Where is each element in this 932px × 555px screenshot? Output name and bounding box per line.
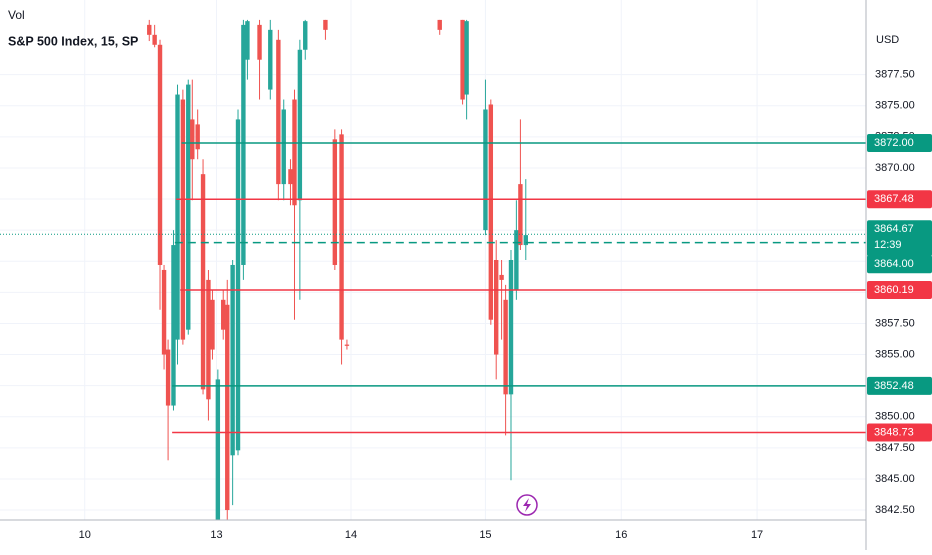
candle-body — [165, 349, 171, 406]
candle-body — [225, 304, 230, 511]
candle-body — [152, 34, 157, 45]
price-badge-label: 12:39 — [874, 239, 902, 251]
x-tick-label: 16 — [615, 529, 627, 541]
x-tick-label: 17 — [751, 529, 763, 541]
price-badge — [867, 280, 932, 299]
price-badge — [867, 190, 932, 209]
candle-body — [257, 24, 262, 60]
axes: 3842.503845.003847.503850.003852.503855.… — [79, 69, 932, 541]
price-badge-label: 3867.48 — [874, 193, 914, 205]
candle-body — [180, 99, 186, 340]
x-tick-label: 14 — [345, 529, 357, 541]
y-tick-label: 3855.00 — [875, 348, 915, 360]
y-tick-label: 3845.00 — [875, 473, 915, 485]
candle-body — [206, 279, 211, 400]
candle-body — [268, 29, 273, 90]
candle-body — [292, 99, 297, 206]
candle-body — [464, 21, 469, 95]
candle-body — [514, 230, 519, 290]
price-badge — [867, 376, 932, 395]
candle-body — [230, 264, 235, 456]
candle-body — [503, 299, 508, 395]
price-badge-label: 3864.67 — [874, 223, 914, 235]
candle-body — [437, 19, 442, 30]
price-badge-label: 3864.00 — [874, 258, 914, 270]
y-tick-label: 3842.50 — [875, 504, 915, 516]
candle-body — [281, 109, 286, 185]
y-tick-label: 3875.00 — [875, 100, 915, 112]
candle-body — [190, 119, 195, 160]
price-badge-label: 3852.48 — [874, 380, 914, 392]
chart-title: S&P 500 Index, 15, SP — [8, 34, 138, 48]
candle-body — [499, 274, 504, 280]
price-badge — [867, 423, 932, 442]
candle-body — [518, 184, 523, 246]
candle-body — [245, 21, 250, 60]
candle-body — [344, 344, 350, 346]
grid — [0, 0, 866, 520]
axis-unit: USD — [876, 34, 899, 46]
candle-body — [276, 39, 281, 185]
candle-body — [339, 134, 344, 340]
candle-body — [460, 19, 465, 100]
candle-body — [303, 21, 308, 50]
price-badge-label: 3872.00 — [874, 137, 914, 149]
price-badge — [867, 134, 932, 153]
candle-body — [171, 245, 176, 406]
candle-body — [332, 139, 338, 265]
y-tick-label: 3870.00 — [875, 162, 915, 174]
price-badge — [867, 255, 932, 274]
x-tick-label: 15 — [479, 529, 491, 541]
candle-body — [210, 299, 215, 350]
plot-area — [0, 19, 866, 520]
candle-body — [195, 124, 200, 150]
candle-body — [523, 235, 528, 246]
candle-body — [288, 169, 293, 185]
volume-label: Vol — [8, 8, 25, 22]
candle-body — [161, 269, 167, 355]
candle-body — [508, 260, 514, 395]
candle-body — [147, 24, 152, 35]
y-tick-label: 3850.00 — [875, 411, 915, 423]
candle-body — [200, 174, 206, 390]
candle-body — [323, 19, 328, 30]
candle-body — [488, 104, 494, 320]
candle-body — [235, 119, 241, 451]
candle-body — [241, 24, 246, 265]
y-tick-label: 3847.50 — [875, 442, 915, 454]
candle-body — [221, 299, 226, 330]
price-badge-label: 3848.73 — [874, 426, 914, 438]
x-tick-label: 10 — [79, 529, 91, 541]
candle-body — [494, 260, 499, 355]
candle-body — [483, 109, 488, 231]
y-tick-label: 3857.50 — [875, 317, 915, 329]
candle-body — [186, 84, 191, 330]
price-badge — [867, 220, 932, 257]
x-tick-label: 13 — [210, 529, 222, 541]
price-badge-label: 3860.19 — [874, 284, 914, 296]
candle-body — [215, 379, 221, 520]
candle-body — [297, 49, 303, 201]
lightning-icon[interactable] — [516, 494, 538, 516]
candle-body — [175, 94, 180, 340]
y-tick-label: 3877.50 — [875, 69, 915, 81]
candle-body — [157, 44, 163, 265]
